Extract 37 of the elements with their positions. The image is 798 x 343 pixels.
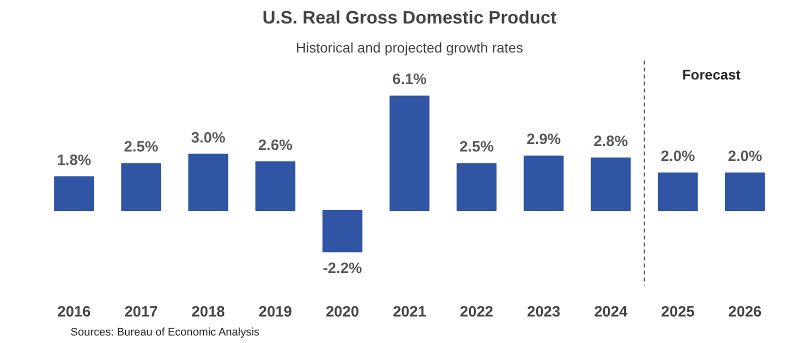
x-tick-label: 2024	[594, 304, 628, 320]
bar	[456, 163, 497, 211]
bar	[255, 161, 296, 211]
bar	[658, 172, 698, 211]
bar	[725, 172, 765, 211]
x-tick-label: 2017	[124, 304, 158, 320]
text: Forecast	[682, 66, 741, 82]
data-label: 2.9%	[526, 131, 561, 148]
data-label: 2.8%	[594, 133, 628, 150]
chart-subtitle: Historical and projected growth rates	[296, 40, 524, 56]
source-note: Sources: Bureau of Economic Analysis	[70, 326, 260, 338]
data-label: 2.0%	[660, 148, 695, 165]
data-label: 2.5%	[459, 138, 494, 156]
bar	[188, 154, 228, 211]
data-label: 2.0%	[728, 148, 762, 165]
x-tick-label: 2016	[57, 304, 91, 320]
data-label: 2.6%	[258, 136, 292, 154]
x-tick-label: 2020	[326, 304, 360, 320]
bar	[524, 156, 564, 211]
chart-title: U.S. Real Gross Domestic Product	[262, 8, 557, 28]
bar	[590, 158, 631, 211]
x-tick-label: 2021	[392, 304, 426, 320]
data-label: 6.1%	[392, 71, 427, 88]
bar	[54, 176, 94, 211]
bar	[322, 210, 362, 252]
x-tick-label: 2022	[460, 304, 494, 320]
data-label: 1.8%	[56, 152, 92, 169]
data-label: 2.5%	[124, 138, 158, 156]
data-label: -2.2%	[322, 260, 362, 277]
x-tick-label: 2018	[192, 304, 225, 320]
data-label: 3.0%	[191, 129, 226, 146]
bar	[390, 96, 430, 211]
x-tick-label: 2019	[258, 304, 292, 320]
x-tick-label: 2026	[728, 304, 762, 320]
x-tick-label: 2023	[526, 304, 560, 320]
bar	[121, 163, 162, 211]
x-tick-label: 2025	[661, 304, 695, 320]
